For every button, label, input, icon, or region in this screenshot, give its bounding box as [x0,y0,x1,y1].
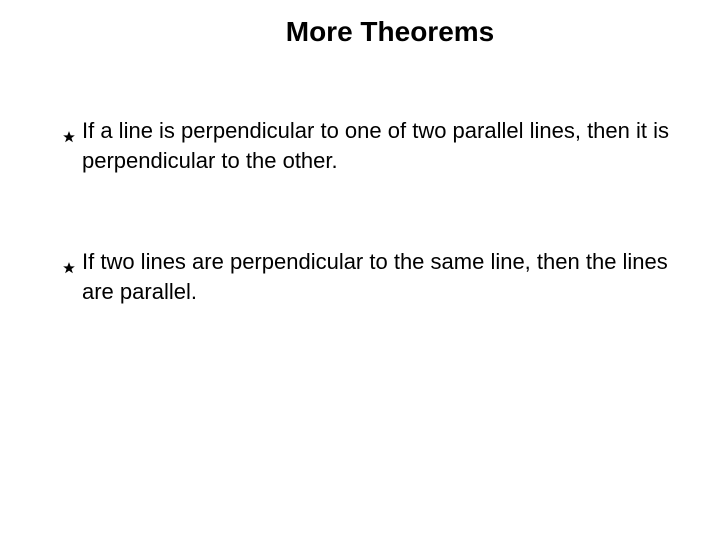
slide-container: More Theorems If a line is perpendicular… [0,0,720,540]
bullet-text: If two lines are perpendicular to the sa… [82,247,680,306]
list-item: If a line is perpendicular to one of two… [62,116,680,175]
list-item: If two lines are perpendicular to the sa… [62,247,680,306]
star-icon [62,122,76,152]
star-icon [62,253,76,283]
bullet-list: If a line is perpendicular to one of two… [40,116,680,307]
slide-title: More Theorems [40,16,680,48]
bullet-text: If a line is perpendicular to one of two… [82,116,680,175]
